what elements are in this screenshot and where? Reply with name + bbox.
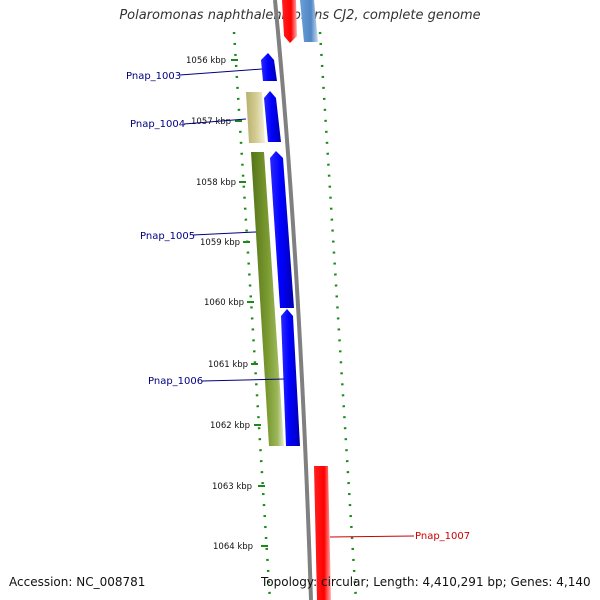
kbp-tick-1058: 1058 kbp	[196, 178, 246, 188]
gene-label-pnap-1005[interactable]: Pnap_1005	[140, 231, 257, 242]
gene-label-pnap-1006[interactable]: Pnap_1006	[148, 376, 285, 387]
gene-label-text: Pnap_1006	[148, 376, 203, 387]
gene-label-text: Pnap_1003	[126, 71, 181, 82]
gene-label-pnap-1003[interactable]: Pnap_1003	[126, 68, 263, 82]
kbp-tick-1059: 1059 kbp	[200, 238, 250, 248]
kbp-tick-1061: 1061 kbp	[208, 360, 258, 370]
gene-pnap-1006[interactable]	[281, 309, 300, 446]
gene-label-text: Pnap_1004	[130, 119, 185, 130]
kbp-tick-1063: 1063 kbp	[212, 482, 265, 492]
kbp-tick-label: 1056 kbp	[186, 56, 226, 66]
kbp-tick-label: 1064 kbp	[213, 542, 253, 552]
kbp-tick-label: 1058 kbp	[196, 178, 236, 188]
kbp-tick-label: 1062 kbp	[210, 421, 250, 431]
kbp-tick-1060: 1060 kbp	[204, 298, 254, 308]
kbp-tick-label: 1061 kbp	[208, 360, 248, 370]
gene-label-pnap-1004[interactable]: Pnap_1004	[130, 118, 247, 130]
gene-pnap-1007[interactable]	[314, 466, 331, 600]
kbp-tick-1062: 1062 kbp	[210, 421, 261, 431]
kbp-tick-label: 1060 kbp	[204, 298, 244, 308]
genome-backbone	[273, 0, 313, 600]
kbp-tick-1057: 1057 kbp	[191, 117, 242, 127]
map-title: Polaromonas naphthalenivorans CJ2, compl…	[119, 8, 481, 23]
gene-pnap-1003[interactable]	[261, 53, 277, 81]
accession-text: Accession: NC_008781	[9, 575, 146, 589]
gene-label-text: Pnap_1005	[140, 231, 195, 242]
gene-pnap-1005[interactable]	[251, 152, 284, 446]
gene-label-text: Pnap_1007	[415, 531, 470, 542]
gc-skew-track	[232, 31, 358, 600]
gene-blue-1005-forward[interactable]	[270, 151, 294, 308]
kbp-tick-1056: 1056 kbp	[186, 56, 238, 66]
kbp-tick-1064: 1064 kbp	[213, 542, 268, 552]
gene-partial-top-red[interactable]	[282, 0, 297, 43]
topology-text: Topology: circular; Length: 4,410,291 bp…	[261, 575, 591, 589]
gene-pnap-1004[interactable]	[246, 92, 265, 143]
gene-label-pnap-1007[interactable]: Pnap_1007	[329, 531, 470, 542]
kbp-tick-label: 1063 kbp	[212, 482, 252, 492]
gene-partial-top-steel[interactable]	[300, 0, 318, 42]
kbp-tick-label: 1059 kbp	[200, 238, 240, 248]
gene-blue-1004-forward[interactable]	[264, 91, 281, 142]
